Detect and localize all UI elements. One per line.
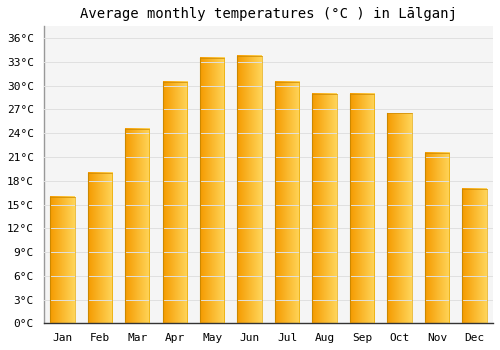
Title: Average monthly temperatures (°C ) in Lālganj: Average monthly temperatures (°C ) in Lā…	[80, 7, 457, 21]
